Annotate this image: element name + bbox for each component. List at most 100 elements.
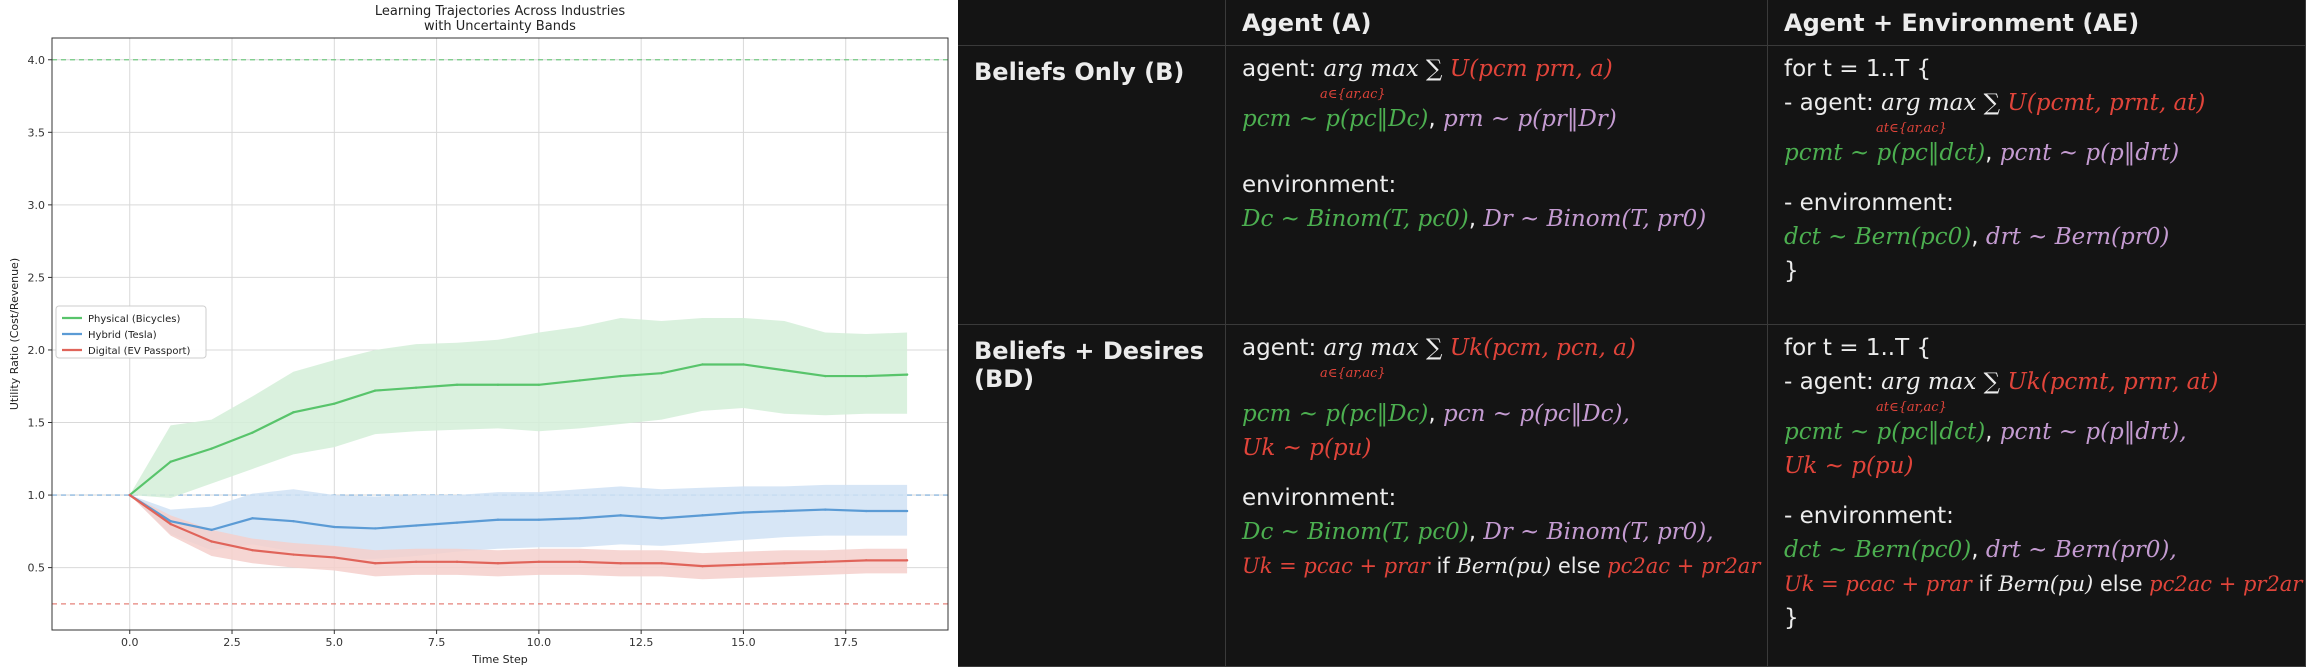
y-tick-label: 3.5 bbox=[28, 126, 46, 139]
series-line bbox=[129, 494, 908, 532]
data-point bbox=[864, 559, 868, 562]
data-point bbox=[333, 525, 336, 529]
if-keyword: if bbox=[1971, 572, 1999, 596]
series-line bbox=[129, 494, 908, 568]
data-point bbox=[414, 386, 418, 389]
agent-objective: - agent: arg max ∑ Uk(pcmt, prnr, at) at… bbox=[1784, 365, 2289, 415]
col-header-agent-env: Agent + Environment (AE) bbox=[1768, 0, 2306, 46]
argmax-operator: arg max ∑ bbox=[1323, 335, 1450, 361]
x-tick-label: 17.5 bbox=[833, 636, 858, 649]
x-tick-label: 5.0 bbox=[326, 636, 344, 649]
belief-line: pcm ~ p(pc‖Dc), prn ~ p(pr‖Dr) bbox=[1242, 106, 1617, 132]
data-point bbox=[742, 511, 745, 514]
environment-line: Dc ~ Binom(T, pc0), Dr ~ Binom(T, pr0), bbox=[1242, 519, 1714, 545]
belief-line: pcm ~ p(pc‖Dc), pcn ~ p(pc‖Dc), bbox=[1242, 401, 1630, 427]
data-point bbox=[824, 374, 827, 378]
data-point bbox=[414, 524, 418, 527]
agent-prefix: agent: bbox=[1242, 56, 1324, 82]
desire-line: Uk ~ p(pu) bbox=[1784, 453, 1914, 479]
env-c: Dc ~ Binom(T, pc0) bbox=[1242, 519, 1469, 545]
legend-box bbox=[55, 305, 207, 359]
data-point bbox=[169, 519, 172, 523]
environment-label: - environment: bbox=[1784, 190, 1954, 216]
x-tick-label: 12.5 bbox=[629, 636, 654, 649]
data-point bbox=[905, 559, 909, 562]
agent-objective: - agent: arg max ∑ U(pcmt, prnt, at) at∈… bbox=[1784, 86, 2289, 136]
data-point bbox=[251, 517, 254, 520]
cell-beliefs-desires-agent-env: for t = 1..T { - agent: arg max ∑ Uk(pcm… bbox=[1768, 325, 2306, 667]
data-point bbox=[496, 562, 500, 565]
environment-label: environment: bbox=[1242, 172, 1397, 198]
data-point bbox=[455, 521, 459, 524]
environment-line: Dc ~ Binom(T, pc0), Dr ~ Binom(T, pr0) bbox=[1242, 206, 1707, 232]
agent-prefix: agent: bbox=[1242, 335, 1324, 361]
argmax-subscript: at∈{ar,ac} bbox=[1876, 121, 1947, 136]
data-point bbox=[619, 562, 622, 565]
belief-line: pcmt ~ p(pc‖dct), pcnt ~ p(p‖drt), bbox=[1784, 419, 2187, 445]
data-point bbox=[578, 379, 581, 382]
x-tick-label: 2.5 bbox=[223, 636, 241, 649]
x-tick-label: 10.0 bbox=[527, 636, 552, 649]
else-keyword: else bbox=[2093, 572, 2150, 596]
environment-label: - environment: bbox=[1784, 503, 1954, 529]
env-c: dct ~ Bern(pc0) bbox=[1784, 224, 1972, 250]
argmax-subscript: at∈{ar,ac} bbox=[1876, 400, 1947, 415]
utility-expression: Uk(pcmt, prnr, at) bbox=[2007, 369, 2219, 395]
data-point bbox=[333, 402, 336, 405]
y-tick-label: 2.0 bbox=[28, 344, 46, 357]
data-point bbox=[455, 383, 459, 386]
data-point bbox=[619, 374, 622, 378]
argmax-subscript: a∈{ar,ac} bbox=[1320, 366, 1386, 381]
data-point bbox=[210, 540, 213, 543]
agent-prefix: - agent: bbox=[1784, 369, 1882, 395]
argmax-operator: arg max ∑ bbox=[1881, 369, 2008, 395]
utility-definition: Uk = pcac + prar if Bern(pu) else pc2ac … bbox=[1242, 549, 1760, 583]
data-point bbox=[660, 371, 663, 375]
data-point bbox=[333, 556, 336, 559]
data-point bbox=[701, 363, 704, 366]
data-point bbox=[374, 389, 377, 392]
utility-expression: U(pcm prn, a) bbox=[1449, 56, 1613, 82]
data-point bbox=[864, 509, 868, 513]
env-r: Dr ~ Binom(T, pr0), bbox=[1483, 519, 1714, 545]
legend-label: Digital (EV Passport) bbox=[88, 346, 190, 357]
y-tick-label: 2.5 bbox=[28, 271, 46, 284]
cell-beliefs-agent: agent: arg max ∑ U(pcm prn, a) a∈{ar,ac}… bbox=[1226, 46, 1768, 325]
desire-line: Uk ~ p(pu) bbox=[1242, 435, 1372, 461]
plot-frame bbox=[51, 37, 949, 631]
data-point bbox=[660, 517, 663, 520]
uncertainty-band bbox=[129, 484, 908, 559]
data-point bbox=[824, 560, 827, 564]
data-point bbox=[128, 493, 131, 497]
data-point bbox=[578, 560, 581, 564]
data-point bbox=[292, 411, 295, 414]
utility-expression: Uk(pcm, pcn, a) bbox=[1449, 335, 1636, 361]
data-point bbox=[374, 527, 377, 530]
utility-def-quadratic: pc2ac + pr2ar bbox=[1607, 554, 1761, 578]
utility-def-quadratic: pc2ac + pr2ar bbox=[2149, 572, 2303, 596]
belief-r: pcnt ~ p(p‖drt), bbox=[1999, 419, 2187, 445]
else-keyword: else bbox=[1551, 554, 1608, 578]
data-point bbox=[292, 519, 295, 523]
data-point bbox=[455, 560, 459, 564]
belief-r: pcnt ~ p(p‖drt) bbox=[1999, 140, 2180, 166]
data-point bbox=[783, 509, 786, 513]
data-point bbox=[824, 508, 827, 511]
data-point bbox=[905, 509, 909, 513]
data-point bbox=[864, 374, 868, 378]
y-tick-label: 3.0 bbox=[28, 199, 46, 212]
data-point bbox=[742, 563, 745, 566]
x-tick-label: 15.0 bbox=[731, 636, 756, 649]
legend-label: Hybrid (Tesla) bbox=[88, 330, 157, 341]
utility-expression: U(pcmt, prnt, at) bbox=[2007, 90, 2206, 116]
bern-term: Bern(pu) bbox=[1456, 554, 1552, 578]
loop-open: for t = 1..T { bbox=[1784, 56, 1932, 82]
x-tick-label: 0.0 bbox=[121, 636, 139, 649]
data-point bbox=[742, 363, 745, 366]
argmax-operator: arg max ∑ bbox=[1323, 56, 1450, 82]
data-point bbox=[701, 564, 704, 568]
data-point bbox=[905, 373, 909, 376]
data-point bbox=[537, 560, 541, 564]
belief-r: pcn ~ p(pc‖Dc), bbox=[1443, 401, 1630, 427]
env-c: Dc ~ Binom(T, pc0) bbox=[1242, 206, 1469, 232]
